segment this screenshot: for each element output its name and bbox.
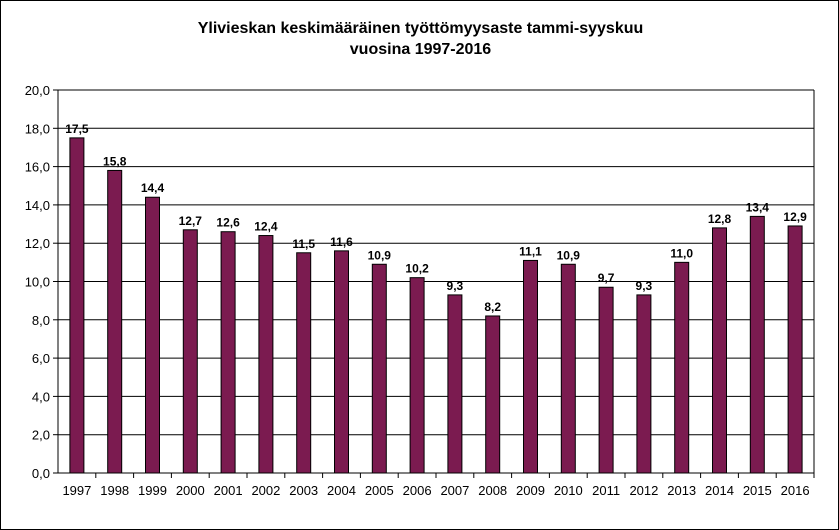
bar	[523, 259, 538, 474]
bar	[409, 277, 425, 474]
data-label: 11,6	[330, 235, 353, 249]
bar	[674, 261, 690, 474]
x-tick-label: 2012	[629, 483, 658, 498]
x-tick-label: 2010	[554, 483, 583, 498]
data-label: 12,7	[179, 214, 203, 228]
data-label: 9,7	[598, 271, 615, 285]
y-tick-label: 8,0	[32, 313, 50, 328]
data-label: 10,9	[368, 248, 392, 262]
data-label: 17,5	[65, 122, 89, 136]
bar	[447, 294, 463, 474]
data-label: 11,0	[670, 246, 693, 260]
y-tick-label: 2,0	[32, 428, 50, 443]
x-tick-label: 2008	[478, 483, 507, 498]
x-tick-label: 1997	[62, 483, 91, 498]
x-tick-label: 1999	[138, 483, 167, 498]
x-tick-label: 2014	[705, 483, 734, 498]
data-label: 12,8	[708, 212, 732, 226]
bar	[296, 252, 312, 474]
bar	[107, 169, 123, 474]
chart-title: Ylivieskan keskimääräinen työttömyysaste…	[1, 18, 839, 60]
bar	[787, 225, 803, 474]
x-tick-label: 2016	[781, 483, 810, 498]
y-tick-label: 12,0	[25, 236, 50, 251]
bar	[712, 227, 727, 474]
bar	[749, 215, 765, 474]
chart-title-line-2: vuosina 1997-2016	[349, 41, 492, 58]
bar	[258, 235, 274, 474]
y-tick-label: 16,0	[25, 160, 50, 175]
x-tick-label: 1998	[100, 483, 129, 498]
y-tick-label: 20,0	[25, 83, 50, 98]
data-label: 11,5	[292, 237, 315, 251]
data-label: 14,4	[141, 181, 165, 195]
x-tick-label: 2000	[176, 483, 205, 498]
y-tick-label: 14,0	[25, 198, 50, 213]
bar	[371, 263, 387, 474]
x-tick-label: 2002	[251, 483, 280, 498]
data-label: 15,8	[103, 154, 127, 168]
y-tick-label: 18,0	[25, 121, 50, 136]
x-tick-label: 2001	[214, 483, 243, 498]
data-label: 12,6	[216, 216, 240, 230]
data-label: 12,4	[254, 220, 278, 234]
bar	[485, 315, 501, 474]
x-tick-label: 2013	[667, 483, 696, 498]
x-tick-label: 2006	[403, 483, 432, 498]
x-tick-label: 2015	[743, 483, 772, 498]
data-label: 9,3	[447, 279, 464, 293]
bar	[636, 294, 652, 474]
data-label: 10,9	[557, 248, 581, 262]
y-tick-label: 6,0	[32, 351, 50, 366]
data-label: 11,1	[519, 244, 542, 258]
bar	[182, 229, 198, 474]
data-label: 13,4	[746, 200, 770, 214]
x-tick-label: 2003	[289, 483, 318, 498]
y-tick-label: 10,0	[25, 275, 50, 290]
bar	[598, 286, 614, 474]
x-tick-label: 2005	[365, 483, 394, 498]
data-label: 9,3	[636, 279, 653, 293]
data-label: 8,2	[484, 300, 501, 314]
data-label: 12,9	[783, 210, 807, 224]
x-tick-label: 2011	[592, 483, 620, 498]
bar	[69, 137, 85, 474]
data-label: 10,2	[405, 262, 429, 276]
x-tick-label: 2004	[327, 483, 356, 498]
y-tick-label: 0,0	[32, 466, 50, 481]
x-tick-label: 2007	[440, 483, 469, 498]
chart-title-line-1: Ylivieskan keskimääräinen työttömyysaste…	[197, 20, 644, 37]
y-tick-label: 4,0	[32, 389, 50, 404]
bar	[334, 250, 349, 474]
bar	[560, 263, 576, 474]
bar	[220, 231, 236, 474]
bar	[145, 196, 160, 474]
x-tick-label: 2009	[516, 483, 545, 498]
